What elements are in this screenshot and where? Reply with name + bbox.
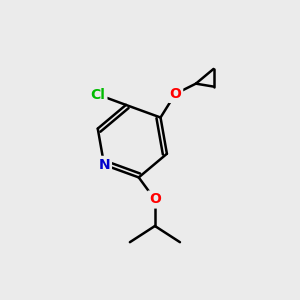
- Text: O: O: [149, 193, 161, 206]
- Text: Cl: Cl: [91, 88, 105, 102]
- Text: N: N: [98, 158, 110, 172]
- Text: O: O: [169, 87, 181, 101]
